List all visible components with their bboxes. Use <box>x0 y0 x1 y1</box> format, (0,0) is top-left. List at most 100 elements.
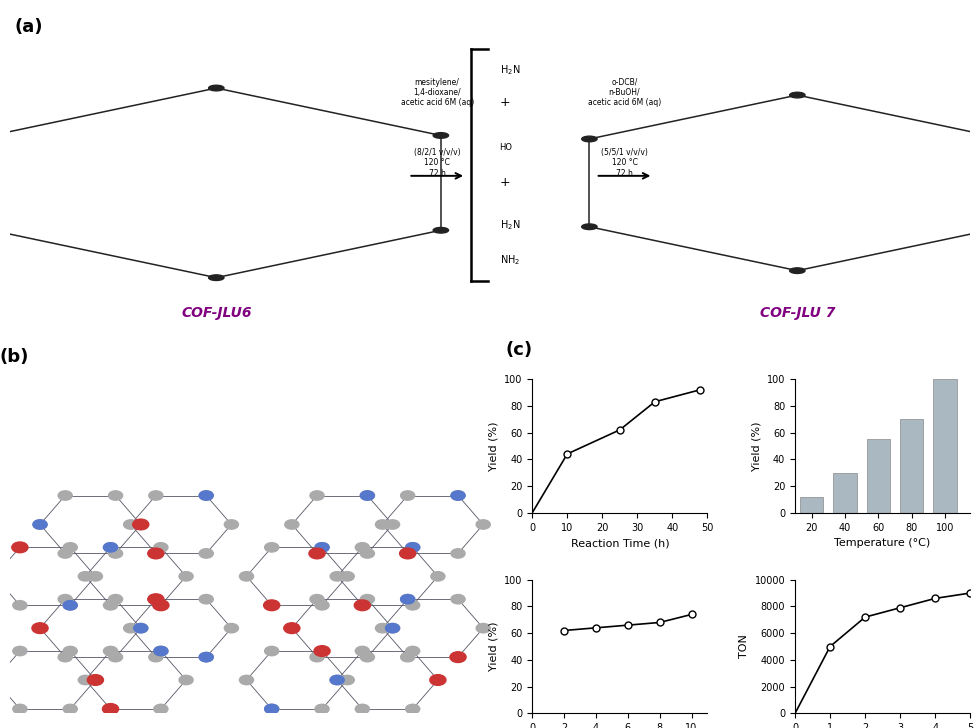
Bar <box>833 472 857 513</box>
Circle shape <box>430 675 446 685</box>
Circle shape <box>13 542 26 552</box>
Circle shape <box>476 520 490 529</box>
Circle shape <box>154 542 168 552</box>
Circle shape <box>582 136 597 142</box>
Circle shape <box>199 491 214 500</box>
Text: mesitylene/
1,4-dioxane/
acetic acid 6M (aq): mesitylene/ 1,4-dioxane/ acetic acid 6M … <box>401 78 473 107</box>
Circle shape <box>63 646 77 656</box>
Circle shape <box>0 571 2 581</box>
Circle shape <box>375 623 389 633</box>
Circle shape <box>265 646 278 656</box>
Circle shape <box>104 542 118 552</box>
Circle shape <box>63 542 77 552</box>
Circle shape <box>309 548 325 559</box>
Bar <box>900 419 923 513</box>
Circle shape <box>375 520 389 529</box>
Circle shape <box>58 491 73 500</box>
Circle shape <box>476 623 490 633</box>
Circle shape <box>265 601 278 610</box>
Circle shape <box>104 704 118 713</box>
Circle shape <box>154 646 168 656</box>
Circle shape <box>284 623 300 633</box>
Circle shape <box>12 542 28 553</box>
Circle shape <box>400 548 416 559</box>
Circle shape <box>104 646 118 656</box>
Circle shape <box>406 601 419 610</box>
Circle shape <box>330 571 344 581</box>
Bar <box>934 379 956 513</box>
Circle shape <box>103 703 119 714</box>
Text: HO: HO <box>500 143 513 152</box>
Circle shape <box>133 520 148 529</box>
Circle shape <box>310 549 324 558</box>
Circle shape <box>224 520 238 529</box>
Y-axis label: Yield (%): Yield (%) <box>489 421 499 470</box>
Circle shape <box>355 600 370 611</box>
Circle shape <box>330 676 344 684</box>
Circle shape <box>264 600 279 611</box>
Circle shape <box>199 491 214 500</box>
Circle shape <box>406 542 419 552</box>
Circle shape <box>148 594 164 604</box>
Circle shape <box>33 623 47 633</box>
Circle shape <box>451 595 465 604</box>
Circle shape <box>451 652 465 662</box>
Circle shape <box>401 652 415 662</box>
Circle shape <box>63 601 77 610</box>
Circle shape <box>315 704 329 713</box>
Circle shape <box>265 704 278 713</box>
Circle shape <box>285 623 299 633</box>
Circle shape <box>0 676 2 684</box>
Circle shape <box>154 704 168 713</box>
Circle shape <box>361 491 374 500</box>
Circle shape <box>58 652 73 662</box>
Circle shape <box>406 542 419 552</box>
Circle shape <box>199 652 214 662</box>
Circle shape <box>149 491 163 500</box>
Circle shape <box>401 549 415 558</box>
Circle shape <box>406 646 419 656</box>
Circle shape <box>315 542 329 552</box>
Circle shape <box>356 704 369 713</box>
Circle shape <box>315 542 329 552</box>
Circle shape <box>109 491 122 500</box>
Circle shape <box>239 571 254 581</box>
Circle shape <box>790 268 805 274</box>
Circle shape <box>78 676 92 684</box>
Circle shape <box>451 491 465 500</box>
Circle shape <box>265 542 278 552</box>
Circle shape <box>385 520 400 529</box>
Circle shape <box>154 601 168 610</box>
Circle shape <box>361 595 374 604</box>
Circle shape <box>433 227 449 233</box>
Circle shape <box>310 595 324 604</box>
Text: o-DCB/
n-BuOH/
acetic acid 6M (aq): o-DCB/ n-BuOH/ acetic acid 6M (aq) <box>588 78 662 107</box>
Circle shape <box>209 85 224 91</box>
Circle shape <box>104 542 118 552</box>
Y-axis label: TON: TON <box>739 635 749 659</box>
Circle shape <box>58 595 73 604</box>
Text: $\rm NH_2$: $\rm NH_2$ <box>500 253 519 267</box>
Circle shape <box>385 623 400 633</box>
X-axis label: Reaction Time (h): Reaction Time (h) <box>570 538 669 548</box>
Circle shape <box>450 652 466 662</box>
Circle shape <box>314 646 330 657</box>
Circle shape <box>32 623 48 633</box>
Circle shape <box>199 652 214 662</box>
Text: (5/5/1 v/v/v)
120 °C
72 h: (5/5/1 v/v/v) 120 °C 72 h <box>601 148 648 178</box>
Text: $\rm H_2N$: $\rm H_2N$ <box>500 63 520 77</box>
Circle shape <box>149 652 163 662</box>
Circle shape <box>199 549 214 558</box>
Circle shape <box>0 676 2 684</box>
Circle shape <box>310 491 324 500</box>
Text: (a): (a) <box>15 17 43 36</box>
Circle shape <box>109 652 122 662</box>
X-axis label: Temperature (°C): Temperature (°C) <box>835 538 931 548</box>
Circle shape <box>149 595 163 604</box>
Circle shape <box>109 595 122 604</box>
Circle shape <box>310 652 324 662</box>
Circle shape <box>361 549 374 558</box>
Circle shape <box>330 676 344 684</box>
Circle shape <box>58 549 73 558</box>
Bar <box>800 496 823 513</box>
